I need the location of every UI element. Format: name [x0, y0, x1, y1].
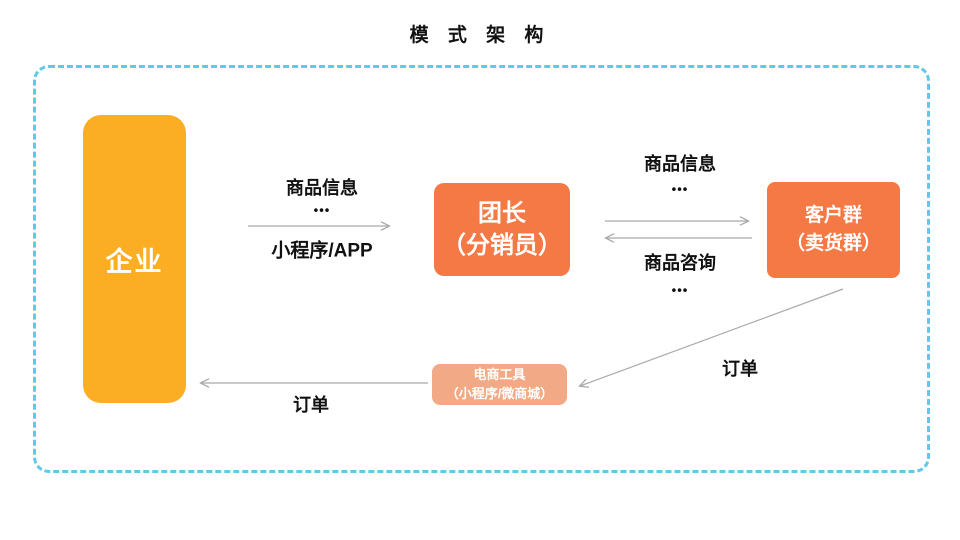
node-customers-line1: 客户群	[804, 204, 862, 226]
edge-label-miniapp: 小程序/APP	[271, 240, 373, 262]
edge-label-goods-info-right: 商品信息	[644, 154, 716, 174]
edge-label-order-left: 订单	[293, 395, 329, 415]
dashed-frame	[33, 65, 930, 473]
node-tool-line1: 电商工具	[473, 366, 526, 382]
edge-label-order-right: 订单	[722, 359, 758, 379]
edge-dots-left: •••	[313, 202, 331, 218]
node-customers-line2: （卖货群）	[785, 233, 881, 254]
node-leader-line2: （分销员）	[442, 231, 562, 259]
node-customers: 客户群 （卖货群）	[767, 182, 900, 278]
node-tool-line2: （小程序/微商城）	[445, 385, 554, 401]
node-leader: 团长 （分销员）	[434, 183, 570, 276]
node-enterprise-label: 企业	[105, 246, 164, 277]
node-enterprise: 企业	[83, 115, 186, 403]
edge-dots-goods-right: •••	[671, 181, 689, 197]
edge-label-goods-info-left: 商品信息	[286, 178, 358, 198]
node-tool: 电商工具 （小程序/微商城）	[432, 364, 567, 405]
node-leader-line1: 团长	[478, 200, 526, 228]
edge-dots-consult: •••	[671, 282, 689, 298]
edge-label-consult: 商品咨询	[644, 253, 716, 273]
diagram-title: 模 式 架 构	[409, 25, 551, 46]
